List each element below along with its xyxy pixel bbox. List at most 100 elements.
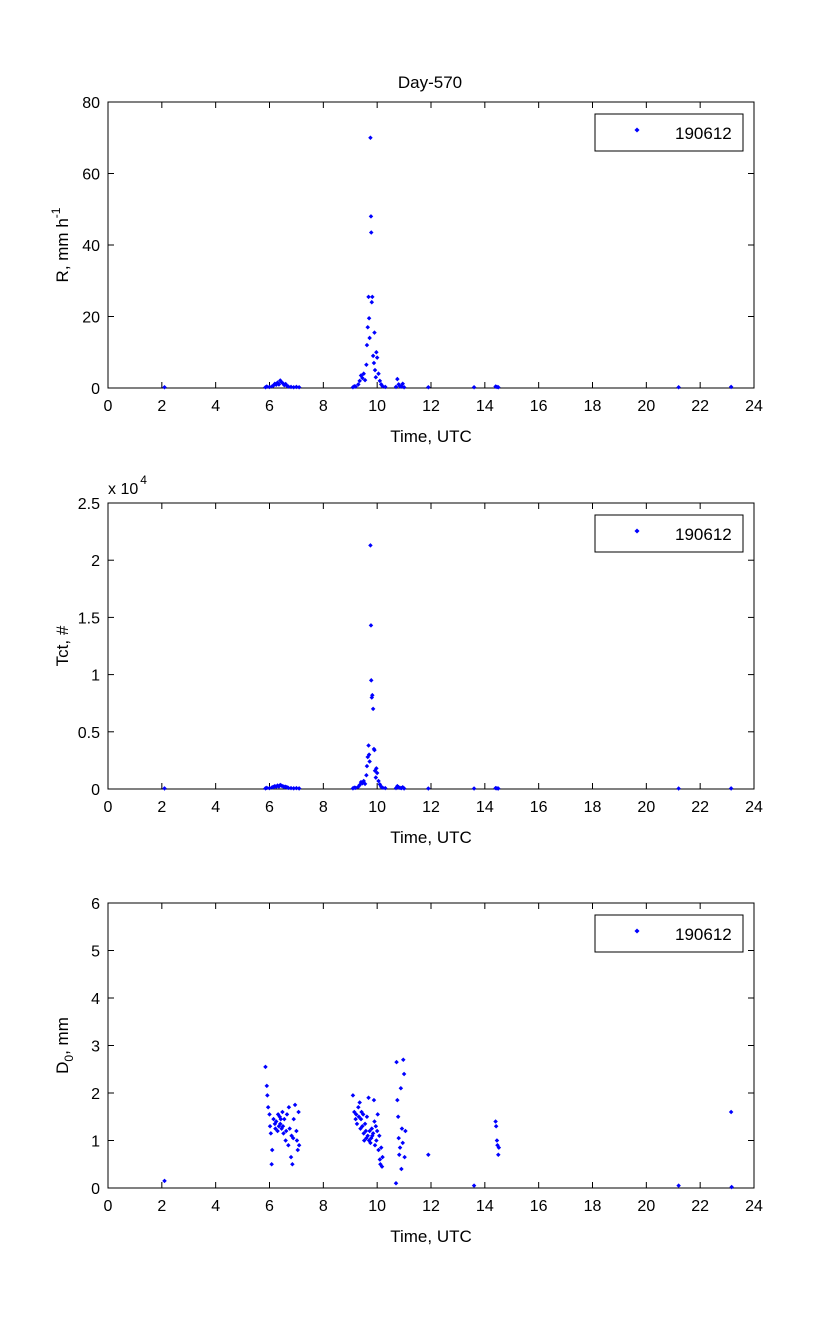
data-point [267,1123,273,1129]
data-point [367,1128,372,1134]
data-point [294,1128,299,1134]
data-point [401,1071,407,1077]
data-point [375,1112,380,1117]
x-tick-label: 14 [476,1198,494,1215]
data-point [374,355,380,360]
data-point [362,377,368,383]
data-point [275,1128,280,1134]
data-point [374,770,380,776]
data-point [403,1128,408,1134]
data-point [264,785,270,791]
data-point [366,316,372,321]
figure-title: Day-570 [398,73,462,92]
data-point [286,1142,291,1148]
data-point [357,378,362,384]
x-tick-label: 12 [422,398,440,415]
x-tick-label: 6 [265,398,274,415]
data-point [353,1112,359,1117]
x-tick-label: 22 [691,799,709,816]
x-tick-label: 14 [476,398,494,415]
data-point [288,1154,294,1160]
legend-box [594,914,744,953]
data-point [290,1161,295,1167]
y-multiplier: x 104 [108,473,147,498]
data-point [373,775,379,780]
x-tick-label: 14 [476,799,494,816]
x-tick-label: 24 [745,398,763,415]
data-point [365,1133,371,1139]
data-point [368,214,374,219]
data-point [363,1128,369,1134]
data-point [393,384,399,390]
data-point [364,362,369,368]
data-point [398,1085,404,1091]
data-point [294,785,299,791]
y-tick-label: 2 [91,553,100,570]
data-point [382,785,388,791]
data-point [288,384,294,390]
x-tick-label: 24 [745,1198,763,1215]
data-point [372,330,377,335]
data-point [400,381,406,386]
data-point [356,1114,362,1120]
data-point [394,1059,399,1065]
data-point [367,759,372,764]
data-point [364,773,369,778]
data-point [356,1104,361,1110]
data-point [296,385,302,390]
y-axis-label-suffix: , mm [53,1017,72,1055]
data-point [728,1109,734,1115]
data-point [264,384,270,389]
y-tick-label: 2.5 [78,496,100,513]
data-point [376,371,381,376]
x-tick-label: 0 [104,1198,113,1215]
legend-label: 190612 [675,925,732,944]
data-point [496,1152,501,1158]
data-point [291,1116,296,1122]
legend: 190612 [594,914,744,953]
data-point [494,1138,500,1143]
y-axis-label-superscript: -1 [49,207,63,218]
x-tick-label: 18 [584,799,602,816]
legend-label: 190612 [675,525,732,544]
x-tick-label: 10 [368,1198,386,1215]
y-axis-label: Tct, # [53,625,72,666]
data-point [396,1152,402,1158]
data-point [496,786,501,791]
x-tick-label: 10 [368,799,386,816]
data-point [395,1114,401,1120]
x-tick-label: 8 [319,398,328,415]
data-point [471,1183,477,1188]
data-point [396,1135,401,1141]
data-point [370,294,375,300]
y-axis-label-main: Tct, # [53,625,72,666]
data-point [399,1126,405,1131]
y-tick-label: 60 [82,167,100,184]
x-tick-label: 20 [637,398,655,415]
x-tick-label: 20 [637,799,655,816]
data-point [283,1128,289,1134]
data-point [278,1121,283,1127]
data-point [368,623,374,628]
x-tick-label: 4 [211,799,220,816]
data-point [360,1123,365,1129]
data-point [371,360,377,366]
data-point [493,1119,498,1124]
x-tick-label: 24 [745,799,763,816]
data-point [377,1133,382,1139]
y-tick-label: 1.5 [78,610,100,627]
y-tick-label: 2 [91,1086,100,1103]
data-point [371,1097,377,1103]
data-point [294,384,299,390]
y-multiplier-exponent: 4 [140,473,147,487]
data-point [372,1142,378,1148]
legend: 190612 [594,514,744,553]
data-point [368,678,374,683]
data-point [364,763,370,769]
data-point [399,1166,404,1172]
data-point [426,385,431,390]
data-point [373,1123,379,1129]
data-point [370,692,375,698]
x-tick-label: 18 [584,1198,602,1215]
